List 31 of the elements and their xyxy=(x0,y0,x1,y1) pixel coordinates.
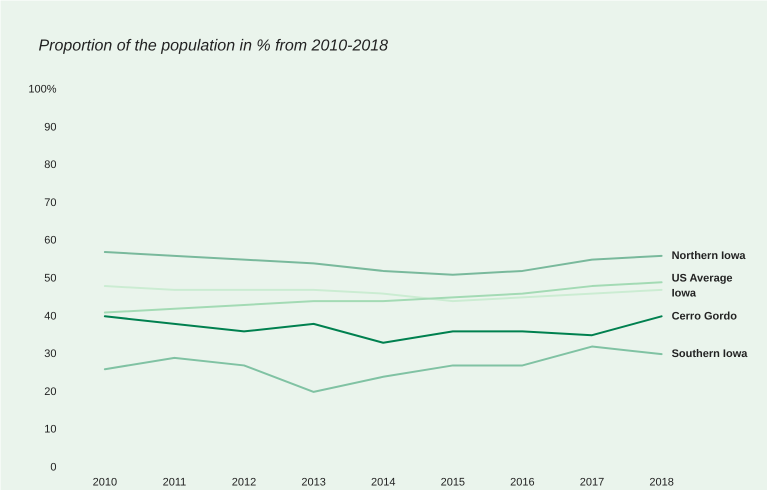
x-tick-label: 2010 xyxy=(92,476,118,488)
y-tick-label: 30 xyxy=(44,348,57,360)
line-series xyxy=(104,315,663,344)
x-tick-label: 2018 xyxy=(649,476,674,488)
y-tick-label: 70 xyxy=(44,196,57,209)
chart-subtitle: Proportion of the population in % from 2010-2018 xyxy=(38,38,388,54)
x-tick-label: 2015 xyxy=(440,476,466,488)
series-label: Southern Iowa xyxy=(672,348,748,360)
x-tick-label: 2014 xyxy=(370,476,396,488)
series-label: Iowa xyxy=(672,287,697,300)
line-series xyxy=(104,285,663,302)
line-series xyxy=(104,251,663,276)
line-series xyxy=(104,346,663,393)
series-label: Cerro Gordo xyxy=(672,310,738,322)
y-tick-label: 40 xyxy=(44,310,57,322)
y-tick-label: 90 xyxy=(44,121,57,134)
y-tick-label: 60 xyxy=(44,234,57,247)
x-tick-label: 2012 xyxy=(232,476,256,488)
x-tick-label: 2011 xyxy=(162,476,186,488)
x-tick-label: 2013 xyxy=(301,476,326,488)
series-label: US Average xyxy=(672,272,733,285)
x-tick-label: 2016 xyxy=(510,476,535,488)
y-tick-label: 20 xyxy=(44,386,57,398)
line-series xyxy=(104,281,663,314)
series-label: Northern Iowa xyxy=(672,250,746,262)
y-tick-label: 10 xyxy=(44,424,57,436)
y-tick-label: 100% xyxy=(28,84,57,96)
y-tick-label: 50 xyxy=(44,272,57,284)
x-tick-label: 2017 xyxy=(580,476,604,488)
y-tick-label: 80 xyxy=(44,159,57,172)
y-tick-label: 0 xyxy=(50,462,57,474)
